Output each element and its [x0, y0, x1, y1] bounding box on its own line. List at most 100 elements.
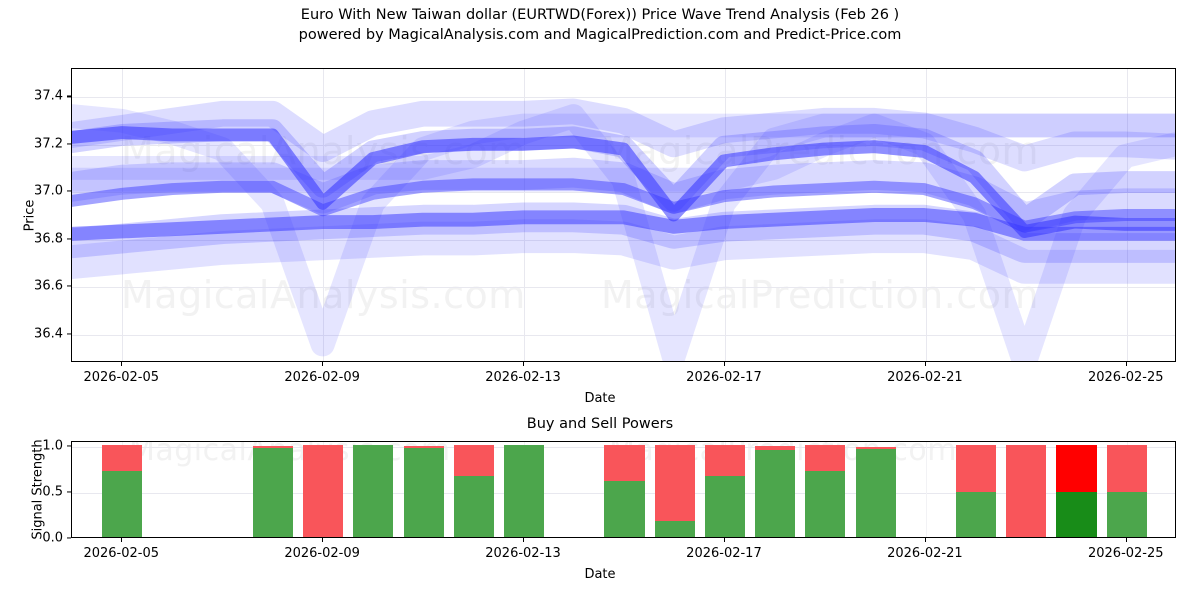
- buy-power-segment: [1106, 491, 1147, 537]
- buy-power-segment: [453, 476, 494, 537]
- buy-power-segment: [353, 444, 394, 537]
- y-tick-mark: [67, 445, 71, 447]
- gridline-vertical: [323, 69, 325, 361]
- x-tick-label: 2026-02-25: [1087, 370, 1164, 385]
- x-tick-mark: [523, 362, 525, 366]
- wave-band: [72, 157, 1175, 233]
- sell-power-segment: [956, 444, 997, 492]
- wave-band: [72, 219, 1175, 284]
- y-tick-label: 0.0: [42, 530, 63, 546]
- buy-power-segment: [403, 448, 444, 537]
- x-tick-mark: [1125, 362, 1127, 366]
- buy-power-segment: [102, 470, 143, 537]
- gridline-horizontal: [72, 144, 1175, 146]
- signal-bar[interactable]: [1006, 444, 1047, 537]
- sell-power-segment: [303, 444, 344, 537]
- sell-power-segment: [102, 444, 143, 471]
- sell-power-segment: [755, 446, 796, 451]
- buy-power-segment: [252, 448, 293, 537]
- signal-bar[interactable]: [252, 446, 293, 537]
- x-tick-mark: [322, 362, 324, 366]
- signal-x-axis-label: Date: [584, 567, 616, 582]
- signal-bar[interactable]: [1056, 444, 1097, 537]
- sell-power-segment: [604, 444, 645, 481]
- gridline-vertical: [524, 69, 526, 361]
- signal-bar[interactable]: [503, 444, 545, 537]
- x-tick-label: 2026-02-21: [887, 546, 963, 561]
- sell-power-segment: [1006, 444, 1047, 537]
- y-tick-label: 37.4: [34, 88, 63, 104]
- sell-power-segment: [1106, 444, 1147, 492]
- gridline-horizontal: [72, 334, 1175, 336]
- y-tick-label: 36.8: [34, 231, 63, 247]
- buy-power-segment: [855, 449, 896, 537]
- wave-band: [72, 126, 1175, 238]
- sell-power-segment: [403, 446, 444, 449]
- y-tick-mark: [67, 190, 71, 192]
- x-tick-label: 2026-02-17: [686, 546, 762, 561]
- y-tick-mark: [67, 143, 71, 145]
- gridline-horizontal: [72, 192, 1175, 194]
- gridline-horizontal: [72, 239, 1175, 241]
- signal-bar[interactable]: [353, 444, 394, 537]
- wave-band: [72, 98, 1175, 172]
- signal-y-axis-label: Signal Strength: [30, 439, 46, 540]
- title-line-1: Euro With New Taiwan dollar (EURTWD(Fore…: [300, 7, 900, 23]
- signal-bar[interactable]: [403, 446, 444, 537]
- x-tick-label: 2026-02-09: [284, 546, 360, 561]
- buy-power-segment: [956, 491, 997, 537]
- signal-bar[interactable]: [805, 444, 846, 537]
- x-tick-mark: [121, 362, 123, 366]
- gridline-vertical: [925, 442, 927, 537]
- signal-bar[interactable]: [1106, 444, 1147, 537]
- signal-bar[interactable]: [855, 447, 896, 537]
- price-wave-bands: [72, 98, 1175, 361]
- x-tick-mark: [322, 538, 324, 542]
- buy-power-segment: [503, 444, 545, 537]
- signal-bar[interactable]: [704, 444, 746, 537]
- buy-power-segment: [755, 450, 796, 537]
- buy-power-segment: [654, 521, 695, 537]
- buy-power-segment: [604, 480, 645, 537]
- y-tick-label: 0.5: [42, 484, 63, 500]
- signal-bar[interactable]: [604, 444, 645, 537]
- sell-power-segment: [1056, 444, 1097, 492]
- gridline-vertical: [925, 69, 927, 361]
- signal-chart-title: Buy and Sell Powers: [526, 416, 674, 432]
- wave-band: [72, 202, 1175, 263]
- signal-bar[interactable]: [453, 444, 494, 537]
- x-tick-label: 2026-02-25: [1087, 546, 1164, 561]
- signal-bar[interactable]: [303, 444, 344, 537]
- y-tick-mark: [67, 333, 71, 335]
- x-tick-label: 2026-02-13: [485, 370, 561, 385]
- sell-power-segment: [805, 444, 846, 472]
- x-tick-mark: [121, 538, 123, 542]
- gridline-horizontal: [72, 287, 1175, 289]
- buy-power-segment: [805, 471, 846, 537]
- y-tick-label: 36.6: [34, 278, 63, 294]
- wave-band: [72, 119, 1175, 231]
- y-tick-label: 1.0: [42, 438, 63, 454]
- y-tick-mark: [67, 238, 71, 240]
- sell-power-segment: [855, 447, 896, 450]
- wave-spike: [72, 104, 1175, 361]
- y-tick-label: 37.2: [34, 136, 63, 152]
- y-tick-mark: [67, 537, 71, 539]
- wave-spike: [72, 104, 1175, 357]
- y-tick-mark: [67, 95, 71, 97]
- watermark-text: MagicalPrediction.com: [601, 129, 1039, 173]
- price-x-axis-label: Date: [584, 391, 616, 406]
- wave-band: [72, 178, 1175, 233]
- gridline-vertical: [122, 69, 124, 361]
- price-y-axis-label: Price: [22, 199, 38, 232]
- signal-bar[interactable]: [755, 446, 796, 537]
- signal-bar[interactable]: [956, 444, 997, 537]
- price-chart-plot-area: MagicalAnalysis.com MagicalPrediction.com…: [71, 68, 1176, 362]
- signal-bar[interactable]: [654, 444, 695, 537]
- y-tick-label: 36.4: [34, 326, 63, 342]
- page-title: Euro With New Taiwan dollar (EURTWD(Fore…: [0, 5, 1200, 45]
- signal-bar[interactable]: [102, 444, 143, 537]
- buy-power-segment: [1056, 491, 1097, 537]
- x-tick-mark: [1125, 538, 1127, 542]
